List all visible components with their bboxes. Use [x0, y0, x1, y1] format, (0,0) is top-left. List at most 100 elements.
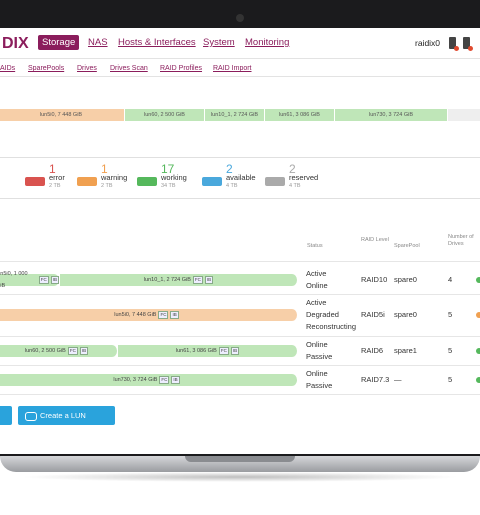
status-dot [476, 376, 480, 383]
row-divider [0, 294, 480, 295]
user-name: raidix0 [415, 38, 441, 48]
drive-count: 1 [49, 162, 56, 176]
spare-pool: spare0 [394, 274, 417, 284]
status-line: Passive [306, 351, 333, 361]
capacity-segment: lun61, 3 086 GiB [265, 109, 334, 121]
status-line: Degraded [306, 310, 339, 319]
raid-level: RAID10 [361, 274, 388, 284]
logo: DIX [2, 35, 29, 52]
camera [236, 14, 244, 22]
alert-dot [454, 46, 459, 51]
drive-state: error [49, 173, 65, 182]
drive-state: reserved [289, 173, 319, 182]
lun-bar: lun60, 2 500 GiB FC IB [0, 344, 118, 357]
lun-name: lun60, 2 500 GiB [24, 347, 66, 354]
subnav-link[interactable]: RAID Import [213, 65, 252, 72]
drive-summary: 1 error 2 TB 1 warning 2 TB 17 working 34 TB 2 ava… [0, 157, 480, 199]
lun-name: lun5i0, 7 448 GiB [114, 312, 157, 318]
drive-state: available [226, 173, 256, 182]
spare-pool: spare1 [394, 345, 417, 355]
drive-icon [25, 177, 45, 186]
nav-link[interactable]: Hosts & Interfaces [118, 37, 196, 48]
lun-tag: IB [50, 275, 59, 284]
lun-tag: FC [38, 275, 49, 284]
lun-tag: IB [170, 311, 179, 319]
db-icon [25, 412, 37, 421]
drive-state: warning [101, 173, 128, 182]
screen: DIX raidix0 1 error 2 TB 1 warning 2 TB 17 work… [0, 28, 480, 454]
lun-tag: IB [171, 375, 180, 384]
status-line: Online [306, 280, 328, 290]
spare-pool: — [394, 374, 402, 384]
lun-bar: lun10_1, 2 724 GiB FC IB [60, 273, 298, 286]
drive-icon [137, 177, 157, 186]
status-dot [476, 312, 480, 318]
subnav-link[interactable]: Drives Scan [110, 65, 148, 72]
status-line: Online [306, 339, 328, 349]
status-dot [476, 347, 480, 354]
drive-count: 2 [226, 162, 233, 176]
lun-tag: FC [159, 375, 170, 384]
lun-tag: FC [158, 311, 169, 319]
drive-state: working [161, 173, 187, 182]
drive-number: 4 [448, 274, 453, 284]
spare-pool: spare0 [394, 310, 417, 319]
drive-icon [202, 177, 222, 186]
drive-size: 4 TB [289, 183, 301, 189]
drive-count: 2 [289, 162, 296, 176]
lun-bar: lun61, 3 086 GiB FC IB [118, 344, 298, 357]
capacity-segment: lun730, 3 724 GiB [335, 109, 447, 121]
drive-number: 5 [448, 310, 453, 319]
capacity-segment: lun10_1, 2 724 GiB [205, 109, 264, 121]
lun-tag: FC [192, 275, 203, 284]
row-divider [0, 336, 480, 337]
drive-number: 5 [448, 345, 453, 355]
row-divider [0, 365, 480, 366]
row-divider [0, 394, 480, 395]
lun-tag: IB [204, 275, 214, 284]
nav-link[interactable]: Monitoring [245, 37, 290, 48]
lun-name: lun5i0, 1 000 GiB [0, 270, 28, 289]
lun-tag: IB [79, 346, 89, 355]
lun-name: lun730, 3 724 GiB [113, 376, 158, 383]
column-header: Number of Drives [448, 234, 474, 247]
raid-level: RAID6 [361, 345, 384, 355]
divider [0, 76, 480, 77]
capacity-free [448, 109, 480, 121]
raid-level: RAID7.3 [361, 374, 390, 384]
create-lun-button[interactable]: Create a LUN [18, 406, 115, 425]
nav-link[interactable]: Storage [38, 35, 80, 50]
laptop-notch [185, 456, 295, 462]
subnav-link[interactable]: Drives [77, 65, 97, 72]
nav-link[interactable]: System [203, 37, 235, 48]
nav-link[interactable]: NAS [88, 37, 108, 48]
alert-dot [468, 46, 473, 51]
drive-size: 4 TB [226, 183, 238, 189]
status-line: Passive [306, 380, 333, 390]
status-line: Online [306, 368, 328, 378]
lun-tag: IB [230, 346, 240, 355]
lun-bar: lun5i0, 7 448 GiB FC IB [0, 309, 298, 321]
button-partial[interactable] [0, 406, 12, 425]
row-divider [0, 261, 480, 262]
status-line: Reconstructing [306, 322, 357, 331]
drive-icon [77, 177, 97, 186]
server-icon [463, 37, 470, 49]
subnav-link[interactable]: SparePools [28, 65, 65, 72]
status-line: Active [306, 298, 327, 307]
server-icon [449, 37, 456, 49]
laptop-base [0, 456, 480, 472]
subnav-link[interactable]: RAID Profiles [160, 65, 203, 72]
raid-level: RAID5i [361, 310, 385, 319]
shadow [20, 472, 460, 482]
status-line: Active [306, 268, 327, 278]
capacity-segment: lun5i0, 7 448 GiB [0, 109, 124, 121]
lun-tag: FC [67, 346, 78, 355]
lun-tag: FC [218, 346, 229, 355]
drive-icon [265, 177, 285, 186]
subnav-link[interactable]: AIDs [0, 65, 16, 72]
column-header: SparePool [394, 243, 420, 249]
status-dot [476, 276, 480, 283]
